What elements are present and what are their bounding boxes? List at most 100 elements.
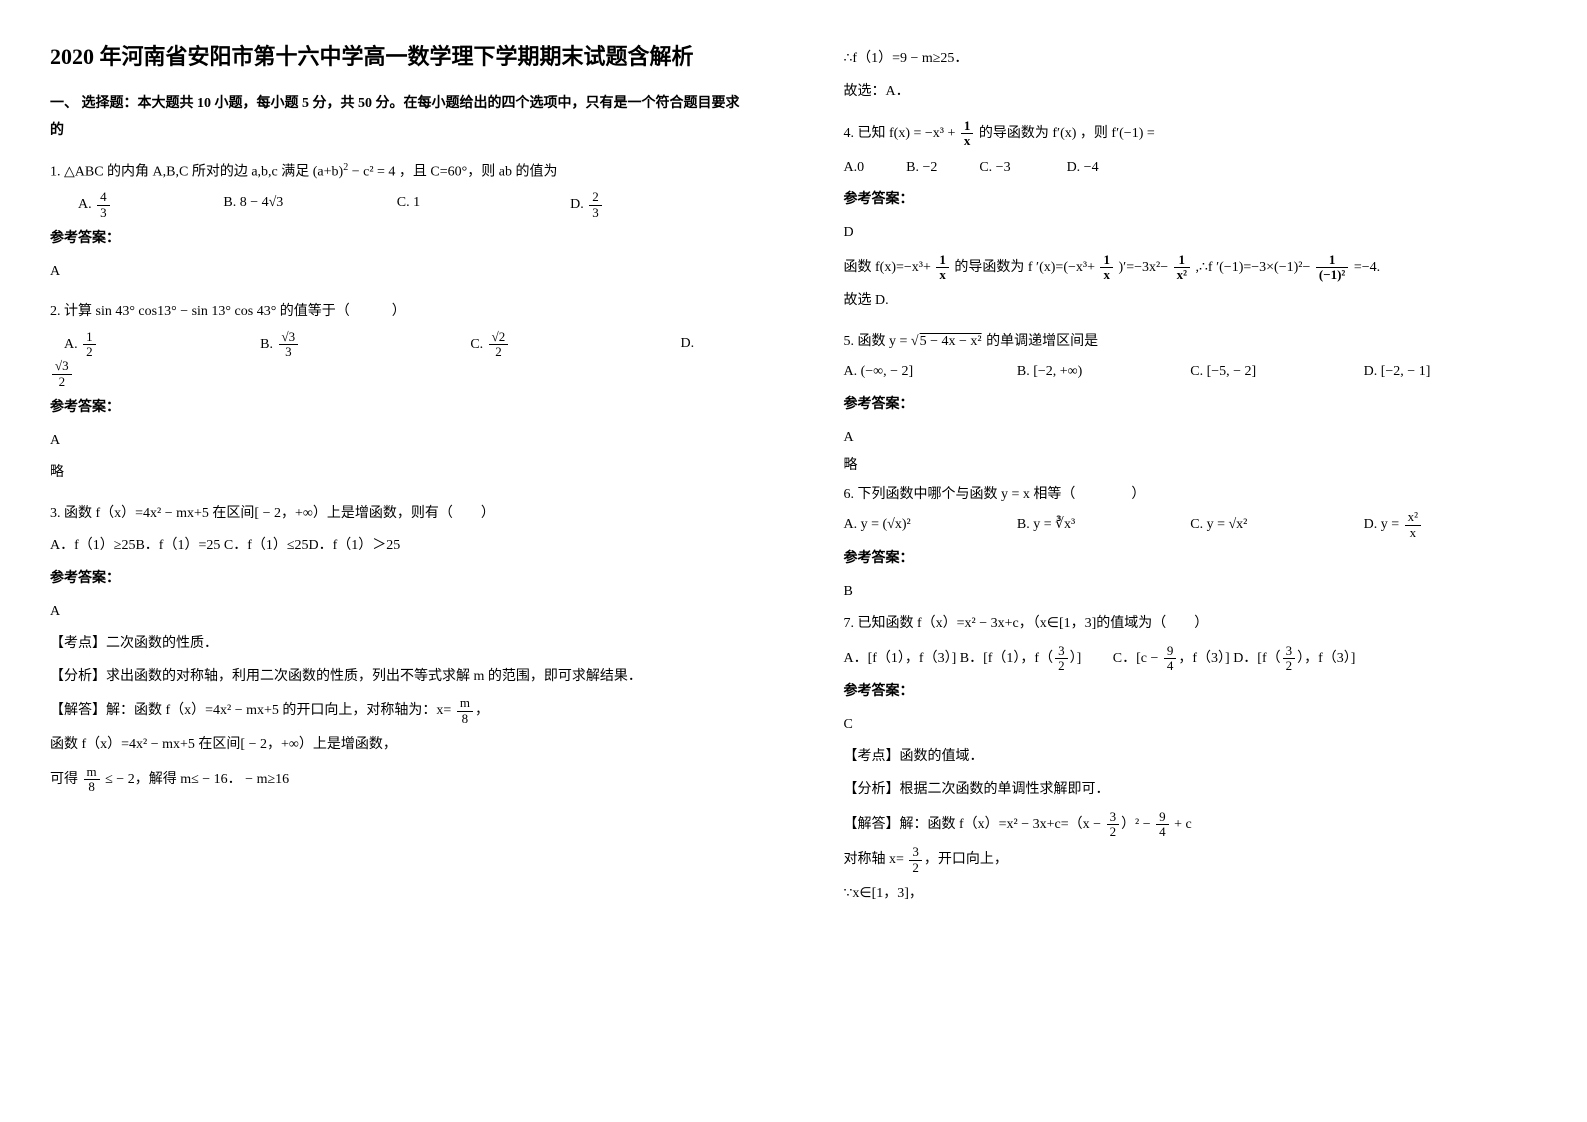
q1-optD-pre: D. [570, 197, 587, 212]
q7-jd1-post: + c [1171, 817, 1192, 832]
q6-optD-n: x² [1405, 510, 1421, 525]
q3-cont1: ∴f（1）=9 − m≥25． [844, 46, 1538, 73]
q4-stem-mid: 的导函数为 f′(x) ，则 f′(−1) = [975, 126, 1154, 141]
q7-optA: A．[f（1），f（3）] B．[f（1），f（ [844, 651, 1054, 666]
q2-optC-pre: C. [470, 337, 486, 352]
q7-optA-n: 3 [1055, 644, 1068, 659]
q4-stem: 4. 已知 f(x) = −x³ + 1x 的导函数为 f′(x) ，则 f′(… [844, 119, 1538, 149]
q2-answer: A [50, 428, 744, 455]
q7-optC-pre: C．[c − [1113, 651, 1162, 666]
q4-exp-post: =−4. [1350, 260, 1380, 275]
q7-optC-d: 4 [1164, 659, 1177, 673]
q7-opts: A．[f（1），f（3）] B．[f（1），f（32）] C．[c − 94，f… [844, 644, 1538, 674]
page-title: 2020 年河南省安阳市第十六中学高一数学理下学期期末试题含解析 [50, 40, 744, 73]
q5-stem-post: 的单调递增区间是 [983, 334, 1099, 349]
q4-exp-end: 故选 D. [844, 288, 1538, 315]
q2-optC: C. √22 [470, 330, 680, 360]
q7-jd2-post: ，开口向上， [924, 852, 1008, 867]
q4-exp-d1: x [936, 268, 949, 282]
q3-jd1-d: 8 [457, 712, 473, 726]
q1-optD-n: 2 [589, 190, 602, 205]
q7-jd1-d2: 4 [1156, 825, 1169, 839]
q5-note: 略 [844, 453, 1538, 480]
ans-label: 参考答案： [50, 226, 744, 253]
q4-stem-d: x [961, 134, 974, 148]
q3-jd3-post: ，解得 m≤ − 16． − m≥16 [135, 772, 289, 787]
ans-label: 参考答案： [50, 395, 744, 422]
q3-jd3-mid: ≤ − 2 [102, 772, 135, 787]
q2-optA-d: 2 [83, 345, 96, 359]
q4-exp: 函数 f(x)=−x³+ 1x 的导函数为 f ′(x)=(−x³+ 1x )′… [844, 253, 1538, 283]
q6-stem: 6. 下列函数中哪个与函数 y = x 相等（ ） [844, 482, 1538, 509]
q7-optC-n: 9 [1164, 644, 1177, 659]
q7-optC-mid: ，f（3）] D．[f（ [1178, 651, 1280, 666]
q3-fenxi: 【分析】求出函数的对称轴，利用二次函数的性质，列出不等式求解 m 的范围，即可求… [50, 664, 744, 691]
q4-stem-n: 1 [961, 119, 974, 134]
ans-label: 参考答案： [844, 187, 1538, 214]
q7-jd1-n2: 9 [1156, 810, 1169, 825]
q5-stem: 5. 函数 y = √5 − 4x − x² 的单调递增区间是 [844, 329, 1538, 356]
q5-stem-rad: 5 − 4x − x² [919, 334, 983, 349]
q5-stem-pre: 5. 函数 y = [844, 334, 911, 349]
q2-optC-n: √2 [489, 330, 509, 345]
q3-cont2: 故选：A． [844, 79, 1538, 106]
q3-jd1-pre: 【解答】解：函数 f（x）=4x² − mx+5 的开口向上，对称轴为：x= [50, 703, 455, 718]
q3-kaodian: 【考点】二次函数的性质． [50, 631, 744, 658]
q1-stem-post: − c² = 4 ，且 C=60°，则 ab 的值为 [352, 165, 558, 180]
section-one-heading: 一、 选择题：本大题共 10 小题，每小题 5 分，共 50 分。在每小题给出的… [50, 91, 744, 144]
q7-jieda-3: ∵x∈[1，3]， [844, 881, 1538, 908]
q3-jd3-d: 8 [84, 780, 100, 794]
q7-jd1-d: 2 [1107, 825, 1120, 839]
q5-answer: A [844, 425, 1538, 452]
ans-label: 参考答案： [844, 392, 1538, 419]
q1-stem: 1. △ABC 的内角 A,B,C 所对的边 a,b,c 满足 (a+b)2 −… [50, 158, 744, 186]
q1-optA: A. 43 [50, 190, 223, 220]
q2-options: A. 12 B. √33 C. √22 D. [50, 330, 744, 360]
q2-optB-n: √3 [279, 330, 299, 345]
q4-exp-mid1: 的导函数为 f ′(x)=(−x³+ [951, 260, 1099, 275]
q2-stem: 2. 计算 sin 43° cos13° − sin 13° cos 43° 的… [50, 299, 744, 326]
q6-optD: D. y = x²x [1364, 510, 1537, 540]
q7-jd2-n: 3 [909, 845, 922, 860]
q7-answer: C [844, 712, 1538, 739]
q1-optB: B. 8 − 4√3 [223, 190, 396, 220]
q2-optD-n: √3 [52, 359, 72, 374]
q2-optB-d: 3 [279, 345, 299, 359]
q4-exp-mid3: ,∴f ′(−1)=−3×(−1)²− [1192, 260, 1314, 275]
q5-optD: D. [−2, − 1] [1364, 359, 1537, 386]
q4-exp-d3: x² [1174, 268, 1190, 282]
q3-jieda-2: 函数 f（x）=4x² − mx+5 在区间[ − 2，+∞）上是增函数， [50, 732, 744, 759]
q4-exp-d2: x [1100, 268, 1113, 282]
q2-note: 略 [50, 460, 744, 487]
q2-optA-n: 1 [83, 330, 96, 345]
q5-optB: B. [−2, +∞) [1017, 359, 1190, 386]
q2-optB: B. √33 [260, 330, 470, 360]
q1-answer: A [50, 259, 744, 286]
q6-answer: B [844, 579, 1538, 606]
q7-jieda-2: 对称轴 x= 32，开口向上， [844, 845, 1538, 875]
q7-jd2-pre: 对称轴 x= [844, 852, 908, 867]
q7-optC-post: ），f（3）] [1297, 651, 1355, 666]
q4-answer: D [844, 220, 1538, 247]
q7-jd1-mid: ）² − [1121, 817, 1154, 832]
q7-jd1-n: 3 [1107, 810, 1120, 825]
q1-optD-d: 3 [589, 206, 602, 220]
q6-optC: C. y = √x² [1190, 512, 1363, 539]
q1-optD: D. 23 [570, 190, 743, 220]
q1-stem-pre: 1. △ABC 的内角 A,B,C 所对的边 a,b,c 满足 (a+b) [50, 165, 343, 180]
q6-options: A. y = (√x)² B. y = ∛x³ C. y = √x² D. y … [844, 510, 1538, 540]
q1-optA-n: 4 [97, 190, 110, 205]
q7-optA-post: ）] [1070, 651, 1082, 666]
q3-jd1-n: m [457, 696, 473, 711]
q4-exp-n2: 1 [1100, 253, 1113, 268]
q7-jieda-1: 【解答】解：函数 f（x）=x² − 3x+c=（x − 32）² − 94 +… [844, 810, 1538, 840]
q7-fenxi: 【分析】根据二次函数的单调性求解即可． [844, 777, 1538, 804]
q6-optD-pre: D. y = [1364, 517, 1403, 532]
q6-optB: B. y = ∛x³ [1017, 512, 1190, 539]
q5-optA: A. (−∞, − 2] [844, 359, 1017, 386]
q2-optA: A. 12 [50, 330, 260, 360]
q4-exp-pre: 函数 f(x)=−x³+ [844, 260, 935, 275]
q2-optC-d: 2 [489, 345, 509, 359]
q5-optC: C. [−5, − 2] [1190, 359, 1363, 386]
q2-optD-d: 2 [52, 375, 72, 389]
